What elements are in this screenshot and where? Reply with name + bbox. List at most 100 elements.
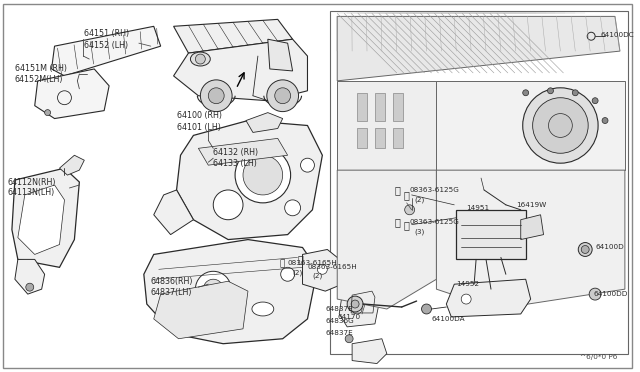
Circle shape [281,267,294,281]
Text: 64101 (LH): 64101 (LH) [177,123,220,132]
Circle shape [589,288,601,300]
Bar [456,210,525,259]
Text: (3): (3) [415,228,425,235]
Text: (2): (2) [292,269,303,276]
Text: 64837E: 64837E [325,306,353,312]
Circle shape [195,54,205,64]
Bar [375,128,385,148]
Text: 64132 (RH): 64132 (RH) [213,148,259,157]
Polygon shape [52,26,161,76]
Polygon shape [154,281,248,339]
Circle shape [200,80,232,112]
Circle shape [572,90,579,96]
Bar [330,12,628,354]
Bar [357,128,367,148]
Text: 64100DD: 64100DD [593,291,627,297]
Circle shape [345,335,353,343]
Polygon shape [15,259,45,294]
Circle shape [352,304,362,314]
Polygon shape [436,170,625,309]
Bar [393,128,403,148]
Circle shape [548,113,572,137]
Polygon shape [352,339,387,363]
Circle shape [461,294,471,304]
Text: 08363-6125G: 08363-6125G [410,187,460,193]
Text: 64100DC: 64100DC [600,32,634,38]
Circle shape [581,246,589,253]
Text: 64152M(LH): 64152M(LH) [15,76,63,84]
Circle shape [301,158,314,172]
Polygon shape [521,215,543,240]
Circle shape [275,88,291,104]
Polygon shape [268,39,292,71]
Circle shape [579,243,592,256]
Circle shape [547,88,554,94]
Polygon shape [144,240,317,344]
Circle shape [243,155,283,195]
Bar [375,93,385,121]
Polygon shape [173,19,292,53]
Circle shape [602,118,608,124]
Text: 64151 (RH): 64151 (RH) [84,29,129,38]
Circle shape [26,283,34,291]
Circle shape [45,110,51,116]
Text: 64152 (LH): 64152 (LH) [84,41,129,49]
Polygon shape [339,289,379,327]
Polygon shape [12,168,79,267]
Circle shape [351,300,359,308]
Polygon shape [154,190,193,235]
Ellipse shape [252,302,274,316]
Text: 64836G: 64836G [325,318,354,324]
Polygon shape [446,279,531,317]
Polygon shape [337,81,436,170]
Circle shape [267,80,298,112]
Polygon shape [35,69,109,119]
Circle shape [532,98,588,153]
Text: Ⓢ: Ⓢ [404,190,410,200]
Circle shape [592,98,598,104]
Text: 64837E: 64837E [325,330,353,336]
Text: 64100DA: 64100DA [431,316,465,322]
Text: 64837(LH): 64837(LH) [151,288,192,296]
Text: 16419W: 16419W [516,202,546,208]
Text: 14951: 14951 [466,205,490,211]
Text: 08363-6125G: 08363-6125G [410,219,460,225]
Text: 64836(RH): 64836(RH) [151,277,193,286]
Circle shape [235,147,291,203]
Text: (2): (2) [415,197,425,203]
Text: 64170: 64170 [337,314,360,320]
Circle shape [523,88,598,163]
Text: Ⓢ: Ⓢ [298,254,303,264]
Circle shape [208,88,224,104]
Text: Ⓢ: Ⓢ [280,259,285,268]
Text: Ⓢ: Ⓢ [395,217,401,227]
Text: ^6/0*0 P6: ^6/0*0 P6 [580,354,618,360]
Polygon shape [198,138,287,165]
Text: (2): (2) [312,272,323,279]
Text: 64112N(RH): 64112N(RH) [8,177,56,186]
Text: 08363-6165H: 08363-6165H [287,260,337,266]
Polygon shape [337,16,620,81]
Text: 64133 (LH): 64133 (LH) [213,159,257,168]
Text: 64100 (RH): 64100 (RH) [177,111,221,120]
Text: Ⓢ: Ⓢ [395,185,401,195]
Text: 14952: 14952 [456,281,479,287]
Circle shape [523,90,529,96]
Circle shape [195,271,231,307]
Text: Ⓢ: Ⓢ [404,220,410,230]
Polygon shape [246,113,283,132]
Circle shape [204,279,223,299]
Polygon shape [60,155,84,175]
Circle shape [317,264,327,274]
Polygon shape [177,121,323,240]
Ellipse shape [191,52,211,66]
Polygon shape [173,39,307,101]
Circle shape [422,304,431,314]
Polygon shape [18,185,65,254]
Bar [393,93,403,121]
Circle shape [404,205,415,215]
Circle shape [285,200,301,216]
Circle shape [213,190,243,220]
Bar [357,93,367,121]
Polygon shape [337,170,436,309]
